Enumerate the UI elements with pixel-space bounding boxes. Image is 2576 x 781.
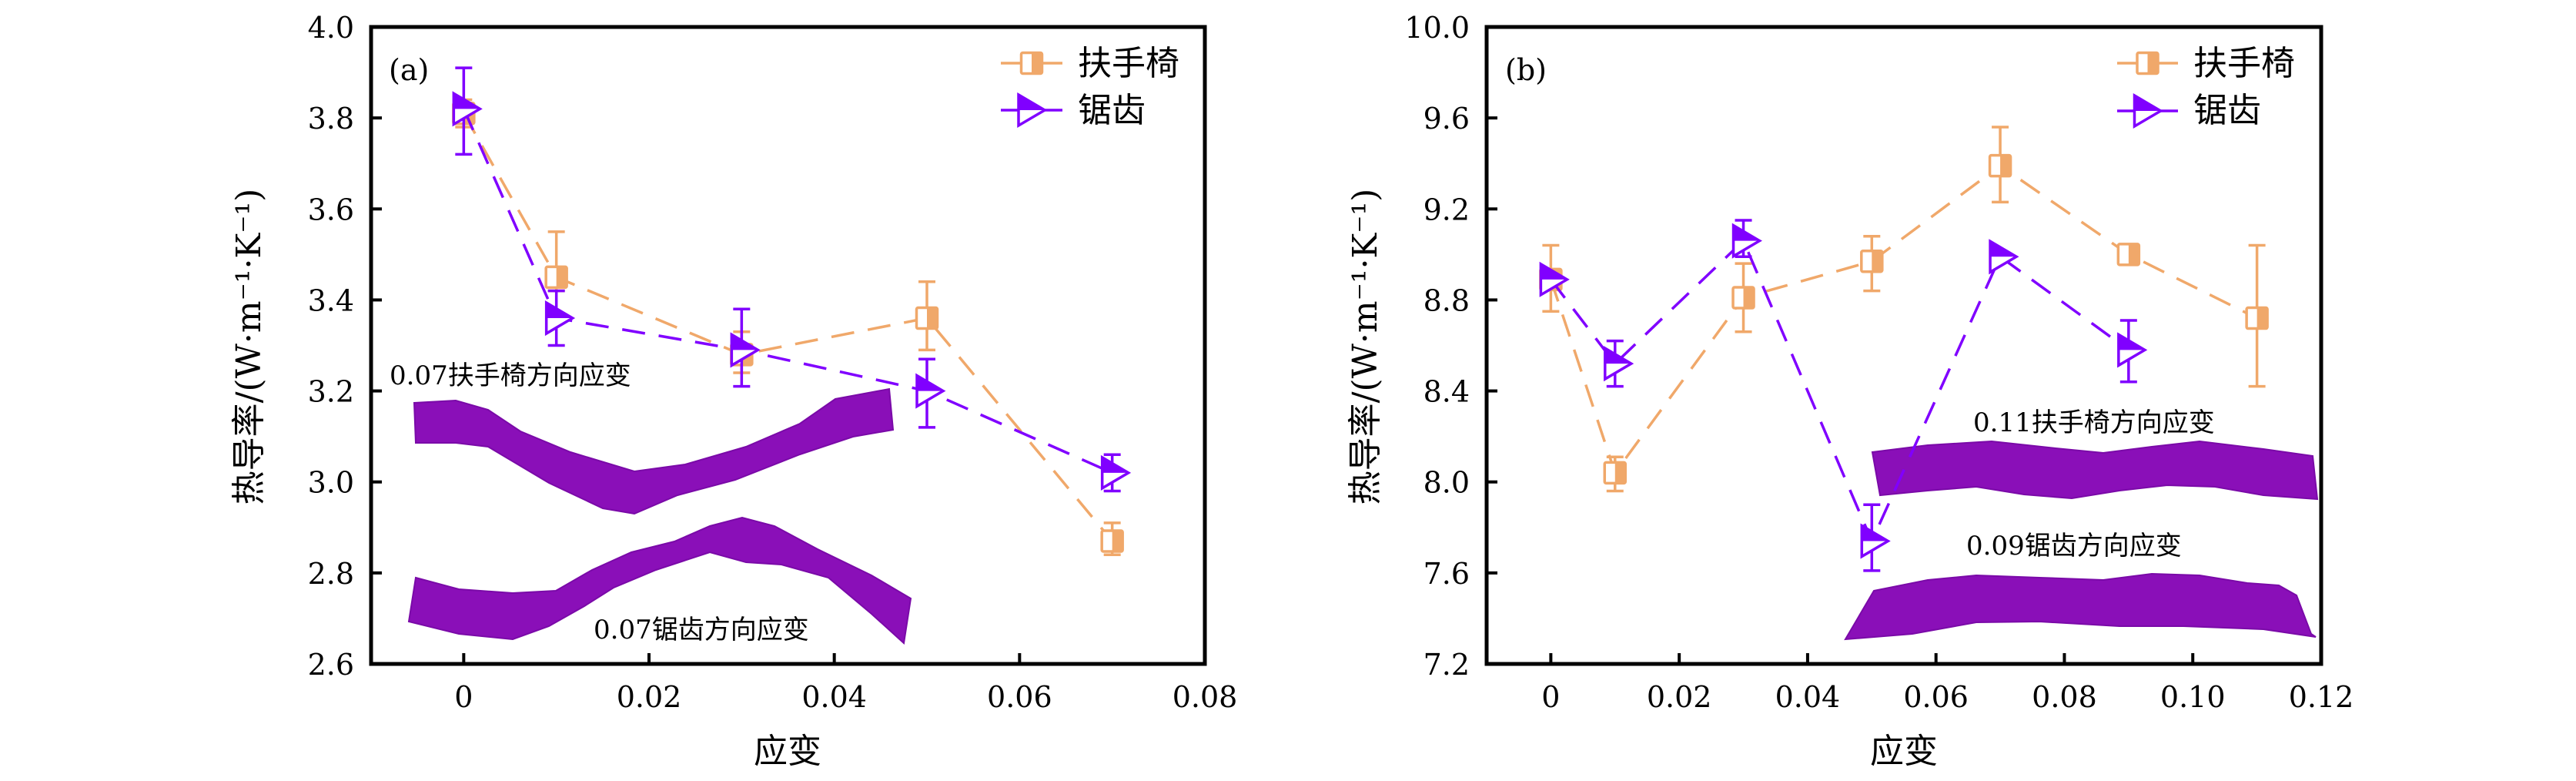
y-tick-label: 10.0 — [1404, 11, 1470, 45]
legend-marker-zigzag — [1001, 92, 1062, 129]
x-tick-label: 0.08 — [2032, 680, 2097, 714]
legend-a: 扶手椅 锯齿 — [1001, 44, 1179, 130]
ticks-a: 0 0.02 0.04 0.06 0.08 2.6 2.8 3.0 3.2 3.4 3.6 3.8 4.… — [308, 11, 1238, 714]
x-tick-label: 0.12 — [2289, 680, 2354, 714]
data-point-marker — [1989, 239, 2019, 275]
legend-entry-armchair: 扶手椅 — [1001, 44, 1179, 83]
legend-marker-zigzag — [2117, 92, 2178, 129]
series-zigzag — [452, 66, 1132, 493]
y-tick-label: 8.4 — [1423, 375, 1470, 409]
y-tick-label: 2.6 — [308, 648, 354, 682]
data-point-marker — [2117, 332, 2148, 368]
y-axis-title-a: 热导率/(W·m⁻¹·K⁻¹) — [229, 189, 269, 505]
data-point-marker — [1988, 153, 2012, 178]
y-tick-label: 8.8 — [1423, 283, 1470, 317]
panel-b-thermal-conductivity-chart: 0.11扶手椅方向应变 0.09锯齿方向应变 0 0.02 0.04 0.06 0.08… — [1346, 11, 2354, 771]
legend-entry-armchair: 扶手椅 — [2117, 44, 2295, 83]
data-point-marker — [1860, 523, 1891, 559]
armchair-strain-sheet-image — [1871, 440, 2319, 501]
y-axis-title-b: 热导率/(W·m⁻¹·K⁻¹) — [1346, 189, 1385, 505]
legend-label-armchair: 扶手椅 — [1078, 44, 1179, 83]
legend-entry-zigzag: 锯齿 — [2117, 91, 2261, 130]
data-point-marker — [1860, 249, 1884, 273]
panel-label-b: (b) — [1505, 53, 1547, 87]
x-tick-label: 0.02 — [1647, 680, 1712, 714]
annotation-armchair-strain: 0.11扶手椅方向应变 — [1973, 407, 2215, 438]
annotation-zigzag-strain: 0.09锯齿方向应变 — [1966, 531, 2182, 561]
legend-label-zigzag: 锯齿 — [2193, 91, 2261, 130]
legend-label-armchair: 扶手椅 — [2193, 44, 2295, 83]
legend-marker-armchair — [2117, 51, 2178, 75]
plot-frame-b — [1484, 25, 2323, 666]
y-tick-label: 2.8 — [308, 557, 354, 591]
sheet-illustrations-b — [1844, 440, 2319, 641]
data-point-marker — [2116, 243, 2141, 266]
x-tick-label: 0.04 — [1775, 680, 1841, 714]
annotation-armchair-strain: 0.07扶手椅方向应变 — [390, 360, 631, 391]
x-tick-label: 0 — [454, 680, 473, 714]
data-point-marker — [915, 306, 939, 330]
y-tick-label: 3.6 — [308, 193, 354, 226]
data-point-marker — [1100, 529, 1124, 553]
y-tick-label: 9.6 — [1423, 102, 1470, 136]
x-axis-title-a: 应变 — [754, 732, 821, 771]
y-tick-label: 4.0 — [308, 11, 354, 45]
y-tick-label: 3.8 — [308, 102, 354, 136]
y-tick-label: 8.0 — [1423, 466, 1470, 500]
plot-layer-b — [1539, 126, 2269, 572]
series-zigzag — [1539, 219, 2148, 572]
y-tick-label: 7.2 — [1423, 648, 1470, 682]
data-point-marker — [544, 300, 576, 337]
x-axis-title-b: 应变 — [1870, 732, 1938, 771]
armchair-strain-sheet-image — [413, 387, 895, 515]
ticks-b: 0 0.02 0.04 0.06 0.08 0.10 0.12 7.2 7.6 8.0 8.4 8.8… — [1404, 11, 2354, 714]
legend-label-zigzag: 锯齿 — [1078, 91, 1146, 130]
annotation-zigzag-strain: 0.07锯齿方向应变 — [594, 615, 809, 645]
y-tick-label: 7.6 — [1423, 557, 1470, 591]
data-point-marker — [1731, 286, 1755, 310]
x-tick-label: 0.04 — [801, 680, 867, 714]
data-point-marker — [1731, 223, 1762, 259]
x-tick-label: 0.06 — [1903, 680, 1969, 714]
y-tick-label: 3.4 — [308, 283, 354, 317]
x-tick-label: 0.06 — [987, 680, 1052, 714]
x-tick-label: 0.10 — [2160, 680, 2226, 714]
plot-layer-a — [452, 66, 1132, 556]
data-point-marker — [1100, 454, 1132, 491]
data-point-marker — [730, 332, 761, 368]
panel-label-a: (a) — [389, 53, 429, 87]
data-point-marker — [2245, 306, 2269, 330]
x-tick-label: 0 — [1541, 680, 1560, 714]
panel-a-thermal-conductivity-chart: 0.07扶手椅方向应变 0.07锯齿方向应变 0 0.02 0.04 0.06 0.08… — [229, 11, 1237, 771]
legend-triangle-marker-icon — [2133, 92, 2163, 129]
sheet-illustrations-a — [407, 387, 912, 645]
data-point-marker — [1604, 346, 1634, 382]
y-tick-label: 3.2 — [308, 375, 354, 409]
legend-marker-armchair — [1001, 51, 1062, 75]
zigzag-strain-sheet-image — [407, 516, 912, 645]
legend-triangle-marker-icon — [1017, 92, 1048, 129]
legend-b: 扶手椅 锯齿 — [2117, 44, 2295, 130]
data-point-marker — [1603, 461, 1628, 485]
legend-entry-zigzag: 锯齿 — [1001, 91, 1146, 130]
plot-frame-a — [369, 25, 1207, 666]
data-point-marker — [544, 265, 568, 290]
series-armchair — [1539, 126, 2269, 493]
x-tick-label: 0.08 — [1173, 680, 1238, 714]
data-point-marker — [452, 91, 483, 127]
data-point-marker — [1539, 261, 1570, 297]
x-tick-label: 0.02 — [617, 680, 682, 714]
legend-square-marker-icon — [1019, 51, 1044, 75]
zigzag-strain-sheet-image — [1844, 572, 2317, 641]
y-tick-label: 3.0 — [308, 466, 354, 500]
data-point-marker — [915, 373, 946, 409]
legend-square-marker-icon — [2136, 51, 2159, 75]
y-tick-label: 9.2 — [1423, 193, 1470, 226]
